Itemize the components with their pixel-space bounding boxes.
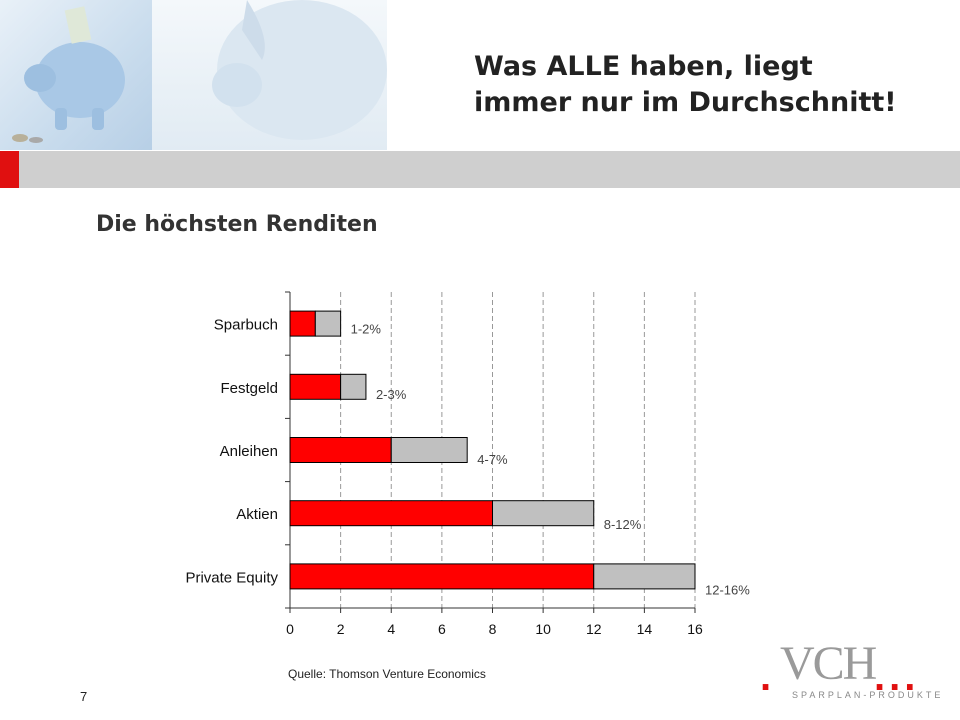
bar-range-extension — [593, 563, 696, 590]
source-note: Quelle: Thomson Venture Economics — [288, 667, 486, 681]
data-label: 1-2% — [351, 322, 382, 337]
data-label: 2-3% — [376, 387, 407, 402]
x-tick-label: 16 — [687, 621, 703, 637]
bar-range-extension — [390, 437, 468, 463]
bar-low-estimate — [289, 310, 316, 337]
bar-range-extension — [492, 500, 595, 527]
data-label: 4-7% — [477, 452, 508, 467]
header-band — [0, 151, 960, 188]
section-subtitle: Die höchsten Renditen — [96, 212, 378, 237]
bar-range-extension — [340, 373, 367, 400]
bar-low-estimate — [289, 563, 595, 590]
x-tick-label: 12 — [586, 621, 602, 637]
x-tick-label: 6 — [438, 621, 446, 637]
page-title-line-2: immer nur im Durchschnitt! — [474, 87, 897, 118]
bar-low-estimate — [289, 373, 342, 400]
category-label: Sparbuch — [214, 317, 278, 334]
category-label: Anleihen — [220, 443, 278, 460]
x-tick-label: 0 — [286, 621, 294, 637]
bar-low-estimate — [289, 437, 392, 463]
x-tick-label: 4 — [387, 621, 395, 637]
x-tick-label: 10 — [535, 621, 551, 637]
bar-range-extension — [314, 310, 342, 337]
vch-logo: . VCH ... SPARPLAN-PRODUKTE — [760, 637, 944, 701]
header-band-accent — [0, 151, 19, 188]
piggy-bank-image-blurred — [152, 0, 387, 150]
category-label: Festgeld — [220, 380, 278, 397]
piggy-bank-image — [0, 0, 152, 150]
page-number: 7 — [80, 689, 88, 704]
x-tick-label: 14 — [637, 621, 653, 637]
bar-low-estimate — [289, 500, 493, 527]
returns-bar-chart: 0 2 4 6 8 10 12 14 16 Sparbuch 1-2% Festgeld 2-3% Anl… — [185, 291, 750, 637]
category-label: Aktien — [236, 506, 278, 523]
data-label: 8-12% — [604, 517, 642, 532]
x-tick-label: 2 — [337, 621, 345, 637]
x-tick-label: 8 — [489, 621, 497, 637]
page-title-line-1: Was ALLE haben, liegt — [474, 51, 813, 82]
category-label: Private Equity — [185, 569, 278, 586]
data-label: 12-16% — [705, 582, 750, 597]
